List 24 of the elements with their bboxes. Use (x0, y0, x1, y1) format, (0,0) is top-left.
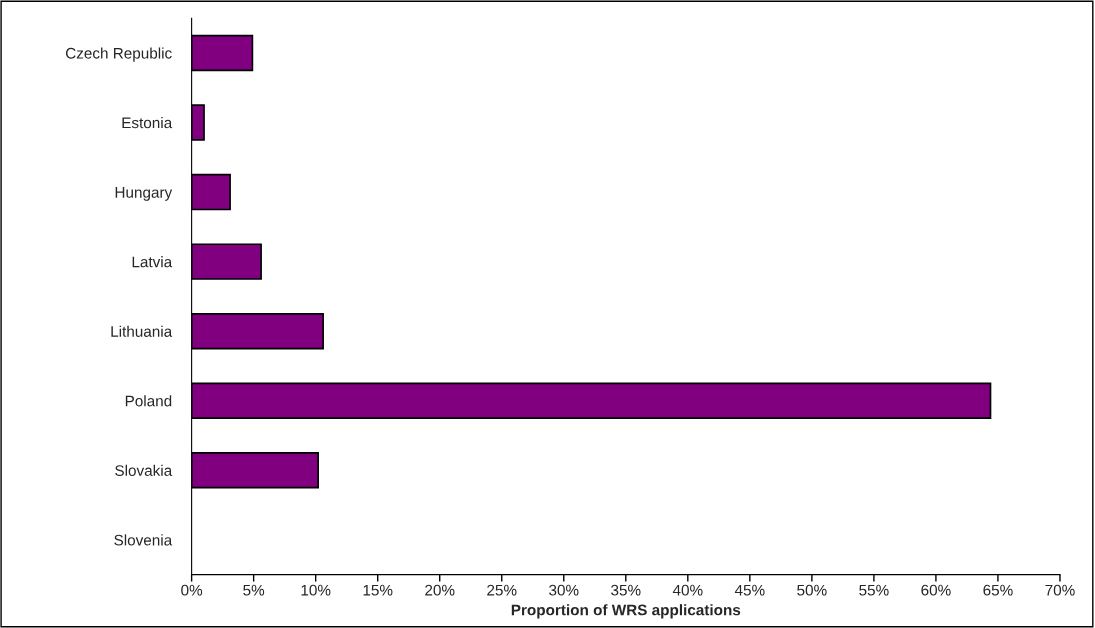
y-tick-label: Latvia (132, 256, 173, 268)
y-tick-label: Slovakia (115, 464, 173, 476)
y-tick-label: Estonia (122, 117, 173, 129)
y-tick-label: Poland (125, 395, 172, 407)
x-tick-label: 65% (983, 584, 1013, 596)
x-tick-label: 55% (859, 584, 889, 596)
x-tick-label: 0% (181, 584, 203, 596)
x-tick-label: 15% (363, 584, 393, 596)
x-tick-label: 40% (672, 584, 703, 596)
y-tick-label: Lithuania (111, 325, 173, 337)
y-tick-label: Czech Republic (65, 47, 172, 62)
x-tick-label: 10% (301, 584, 331, 596)
x-tick-label: 30% (549, 584, 579, 596)
x-tick-label: 60% (921, 584, 951, 596)
x-tick-label: 5% (243, 584, 265, 596)
y-tick-label: Hungary (115, 187, 173, 201)
x-tick-label: 25% (487, 584, 517, 596)
x-tick-label: 70% (1045, 584, 1075, 596)
x-tick-label: 45% (734, 584, 765, 596)
x-tick-label: 35% (611, 584, 641, 596)
x-axis-title: Proportion of WRS applications (511, 604, 741, 619)
y-tick-label: Slovenia (114, 534, 173, 546)
x-tick-label: 20% (425, 584, 455, 596)
x-tick-label: 50% (797, 584, 827, 596)
